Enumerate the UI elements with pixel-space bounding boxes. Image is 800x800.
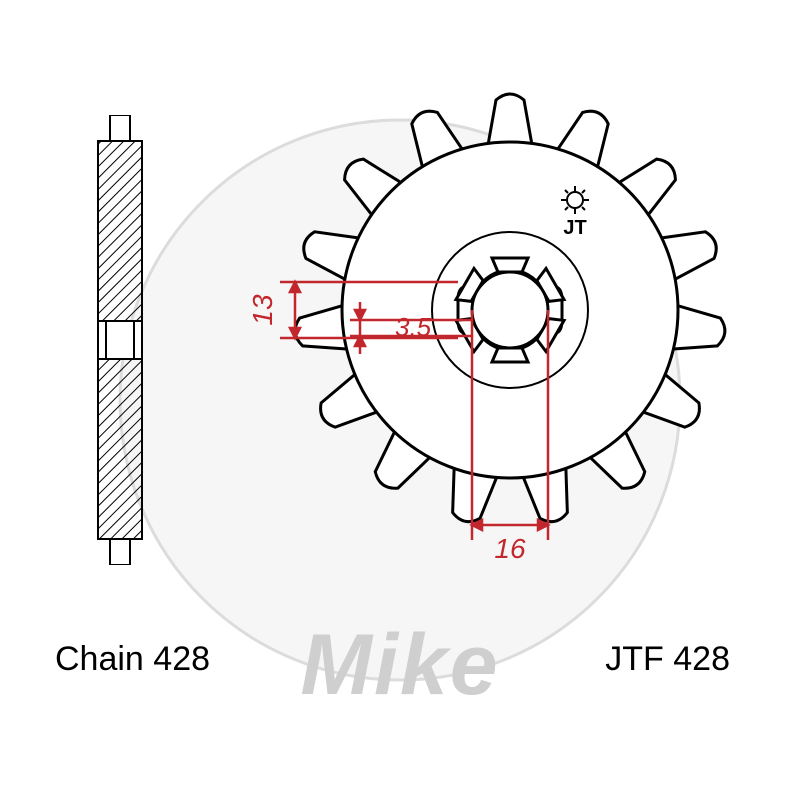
sprocket-front-view: JT [230, 60, 790, 620]
side-profile-view [70, 115, 170, 565]
chain-label: Chain 428 [55, 640, 210, 679]
dim-bore-16: 16 [494, 533, 526, 564]
dim-spline-13: 13 [247, 294, 278, 326]
part-number-label: JTF 428 [605, 640, 730, 679]
watermark-brand: Mike [300, 616, 499, 715]
drawing-canvas: JT [0, 0, 800, 800]
dim-groove-3p5: 3.5 [395, 312, 432, 342]
jt-mark: JT [563, 217, 586, 239]
